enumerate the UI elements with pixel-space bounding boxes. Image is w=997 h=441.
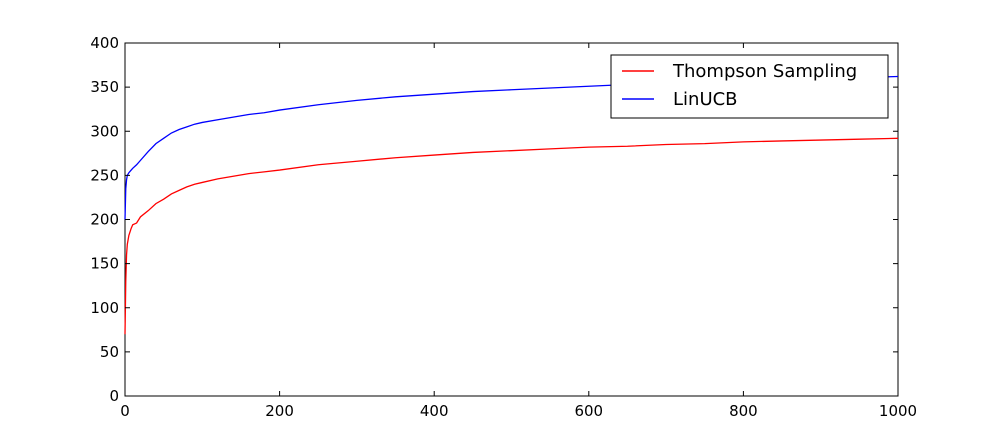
y-tick-label: 50	[100, 343, 119, 361]
y-tick-label: 400	[90, 34, 119, 52]
legend: Thompson Sampling LinUCB	[610, 54, 889, 119]
y-tick-label: 150	[90, 255, 119, 273]
series-line-thompson-sampling	[124, 137, 899, 335]
legend-label-linucb: LinUCB	[673, 89, 738, 110]
y-tick-label: 250	[90, 166, 119, 184]
x-tick-label: 200	[265, 402, 294, 420]
y-tick-label: 200	[90, 211, 119, 229]
y-tick-label: 300	[90, 122, 119, 140]
x-tick-label: 0	[120, 402, 130, 420]
legend-box	[610, 54, 889, 119]
x-tick-label: 800	[729, 402, 758, 420]
x-tick-label: 1000	[879, 402, 917, 420]
y-tick-label: 100	[90, 299, 119, 317]
tick-layer: 0 200 400 600 800 1000 0 50 100 150 200 250 300 350 40…	[90, 34, 917, 420]
y-tick-label: 0	[109, 387, 119, 405]
legend-label-thompson-sampling: Thompson Sampling	[672, 61, 857, 82]
x-tick-label: 600	[574, 402, 603, 420]
y-tick-label: 350	[90, 78, 119, 96]
x-tick-label: 400	[420, 402, 449, 420]
